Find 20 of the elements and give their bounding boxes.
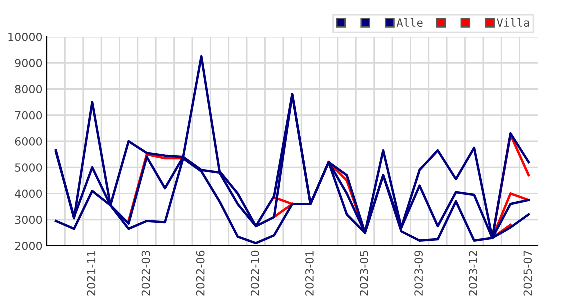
- y-tick-label: 2000: [15, 242, 42, 250]
- y-tick-label: 7000: [15, 111, 42, 120]
- x-tick-label: 2023-05: [360, 251, 368, 296]
- x-tick-label: 2023-09: [414, 250, 424, 296]
- y-tick-label: 3000: [15, 216, 42, 224]
- legend-label: Villa: [497, 18, 530, 28]
- x-tick-label: 2023-12: [469, 251, 478, 296]
- y-tick-label: 10000: [8, 32, 42, 42]
- x-tick-label: 2022-10: [250, 250, 260, 296]
- y-tick-label: 6000: [15, 137, 42, 146]
- x-tick-label: 2023-01: [306, 251, 314, 296]
- x-tick-label: 2021-11: [87, 251, 96, 296]
- x-tick-label: 2022-06: [196, 250, 205, 296]
- y-tick-label: 8000: [15, 85, 42, 94]
- y-tick-label: 5000: [15, 164, 42, 172]
- x-tick-label: 2025-07: [524, 251, 532, 296]
- y-tick-label: 9000: [15, 59, 42, 68]
- x-tick-label: 2022-03: [142, 251, 150, 296]
- legend-label: Alle: [396, 18, 423, 28]
- y-tick-label: 4000: [15, 190, 42, 198]
